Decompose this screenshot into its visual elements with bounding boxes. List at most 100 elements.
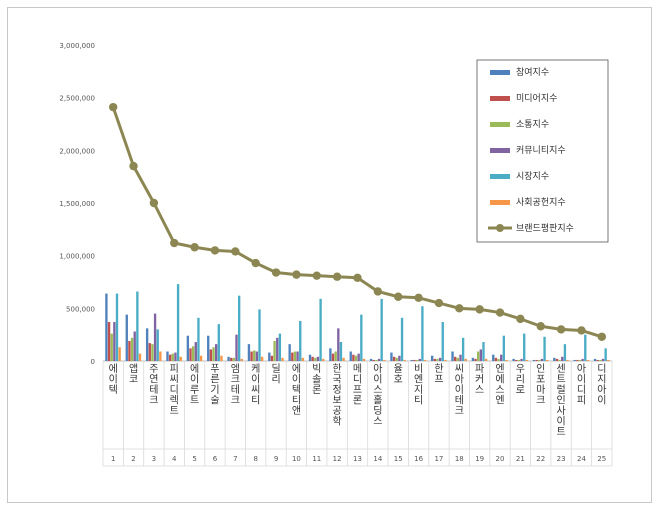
bar (392, 356, 396, 361)
legend-item: 브랜드평판지수 (488, 223, 574, 234)
bar (492, 354, 495, 361)
x-index-label: 5 (192, 455, 196, 463)
bar (153, 313, 157, 361)
x-index-label: 18 (455, 455, 464, 463)
bar (532, 359, 536, 361)
bar (538, 359, 541, 361)
x-index-label: 11 (312, 455, 321, 463)
bar (502, 335, 506, 361)
bar (377, 358, 381, 361)
bar (578, 359, 582, 361)
bar (337, 328, 340, 361)
bar (299, 320, 302, 361)
line-point (597, 332, 607, 341)
bar (209, 349, 213, 361)
x-index-label: 8 (253, 455, 257, 463)
x-index-label: 17 (434, 455, 443, 463)
line-point (108, 102, 118, 112)
y-tick-label: 1,500,000 (59, 200, 95, 208)
line-point (129, 161, 138, 171)
bar (174, 352, 177, 361)
x-index-label: 16 (414, 455, 423, 463)
bar (130, 337, 134, 361)
bar (220, 355, 223, 361)
legend-label: 미디어지수 (516, 93, 557, 104)
bar (107, 322, 111, 361)
x-index-label: 20 (496, 455, 505, 463)
series-6-bars (118, 347, 610, 361)
bar (540, 358, 544, 361)
x-index-label: 14 (373, 455, 382, 463)
legend-swatch (490, 174, 510, 179)
bar (357, 353, 360, 361)
bar (566, 359, 569, 361)
line-point (292, 270, 301, 279)
bar (444, 359, 447, 361)
bar (250, 351, 253, 361)
bar (186, 335, 190, 361)
bar (334, 351, 337, 361)
bar (136, 291, 139, 361)
series-3-bars (110, 333, 602, 361)
bar (125, 314, 128, 361)
bar (227, 356, 230, 361)
bar (352, 354, 355, 361)
bar (258, 309, 261, 361)
legend-item: 시장지수 (490, 171, 549, 182)
y-tick-label: 2,500,000 (59, 95, 95, 103)
bar (479, 349, 483, 361)
x-index-label: 24 (577, 455, 586, 463)
line-point (577, 326, 586, 335)
bar (268, 352, 271, 361)
bar (459, 354, 462, 361)
bar (543, 336, 546, 361)
line-point (414, 293, 423, 302)
bar (433, 358, 436, 361)
bar (232, 357, 236, 361)
bar (212, 347, 215, 361)
x-index-label: 12 (333, 455, 342, 463)
bar (456, 357, 459, 361)
bar (145, 328, 149, 361)
legend-label: 사회공헌지수 (516, 197, 566, 208)
bar (497, 358, 500, 361)
bar (314, 357, 317, 361)
bar (342, 357, 345, 361)
bar (349, 351, 352, 361)
bar (255, 351, 259, 361)
bar (176, 284, 180, 361)
y-tick-label: 0 (91, 358, 95, 366)
line-point (434, 298, 444, 308)
line-point (495, 308, 505, 317)
bar (461, 337, 465, 361)
bar (546, 359, 549, 361)
bar (362, 358, 366, 361)
line-point (516, 314, 525, 324)
bar (430, 355, 434, 361)
bar (133, 331, 136, 361)
bar (319, 298, 322, 361)
bar (339, 342, 343, 361)
bar (253, 350, 256, 361)
bar (438, 357, 442, 361)
legend-swatch (490, 200, 510, 205)
bar (604, 348, 607, 361)
bar (558, 359, 561, 361)
line-point (455, 304, 464, 313)
line-point (231, 247, 240, 256)
bar (199, 355, 203, 361)
line-point (353, 273, 362, 282)
bar (576, 359, 579, 361)
bar (400, 317, 404, 361)
